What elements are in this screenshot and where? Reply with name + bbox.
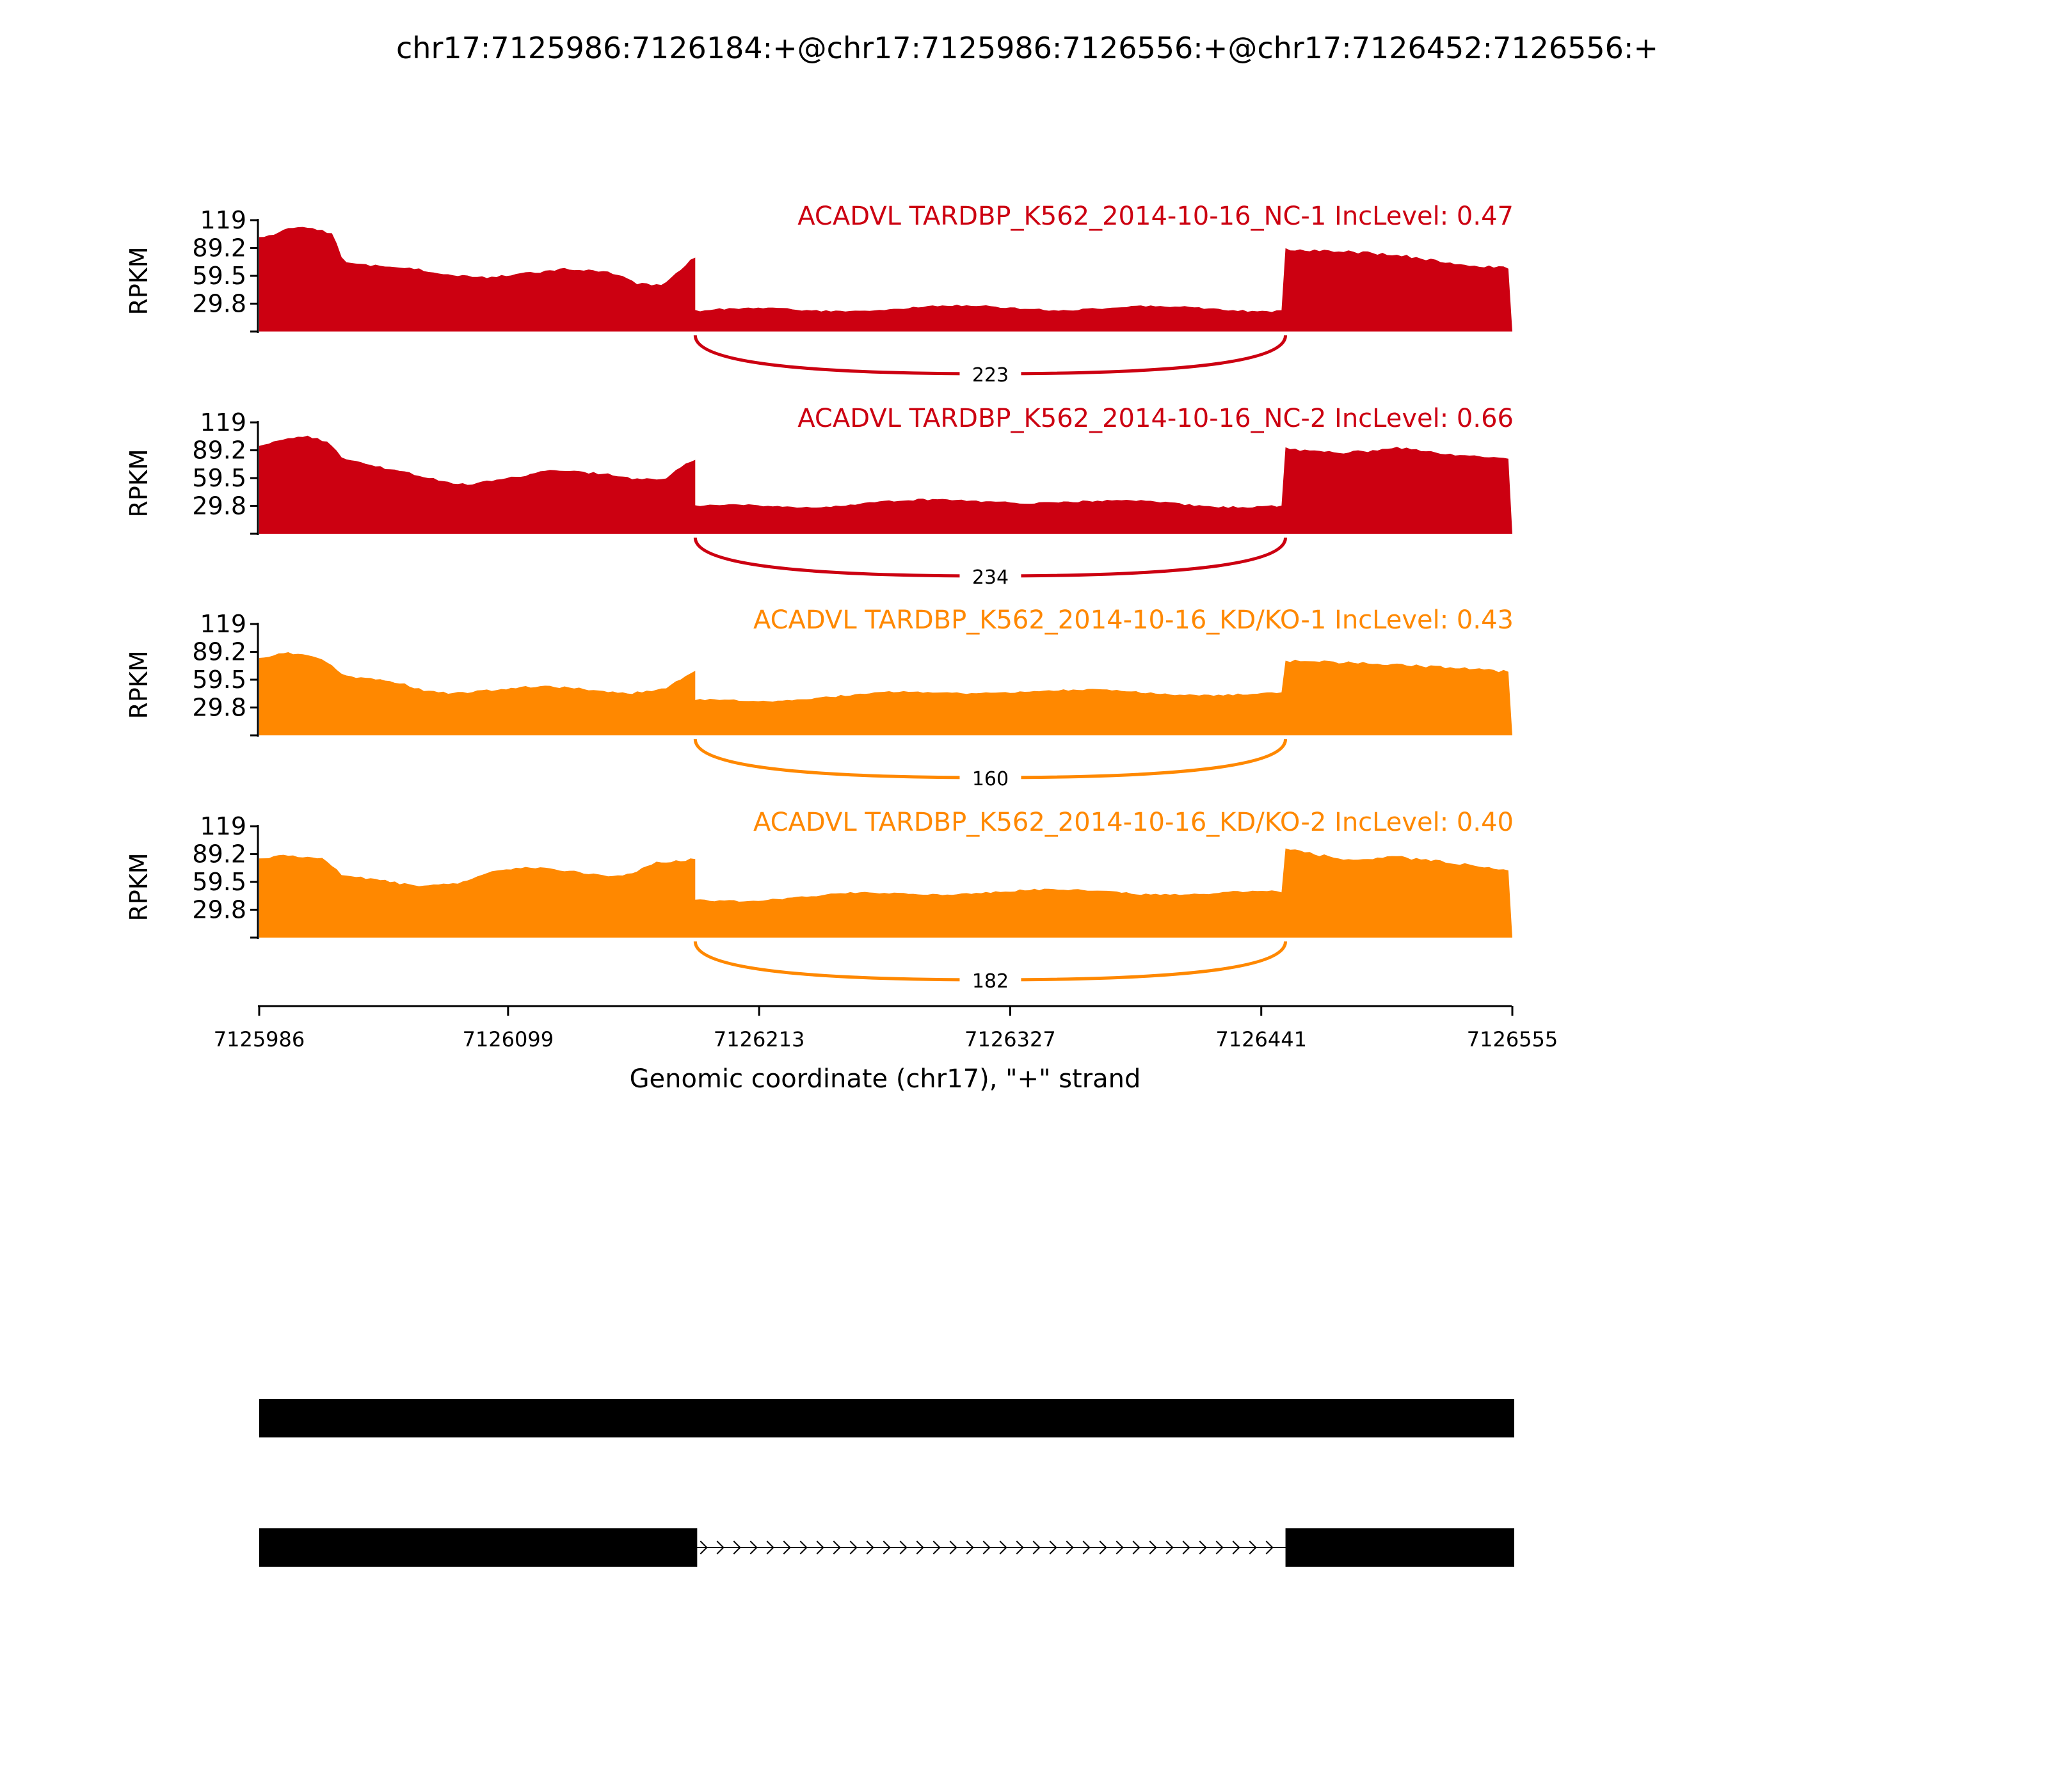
strand-arrow-icon bbox=[833, 1540, 841, 1555]
x-axis-ticks: 7125986 7126099 7126213 7126327 7126441 71265… bbox=[214, 1006, 1558, 1052]
strand-arrow-icon bbox=[1016, 1540, 1024, 1555]
strand-arrow-icon bbox=[1149, 1540, 1157, 1555]
strand-arrow-icon bbox=[932, 1540, 941, 1555]
strand-arrow-icon bbox=[916, 1540, 924, 1555]
strand-arrow-icon bbox=[883, 1540, 891, 1555]
strand-arrow-icon bbox=[1182, 1540, 1190, 1555]
coverage-area bbox=[259, 652, 1512, 735]
strand-arrow-icon bbox=[1049, 1540, 1057, 1555]
y-tick-label: 119 bbox=[200, 206, 246, 234]
strand-arrow-icon bbox=[1132, 1540, 1140, 1555]
x-tick-label: 7126213 bbox=[714, 1027, 805, 1052]
y-tick-label: 29.8 bbox=[192, 693, 246, 721]
strand-arrow-icon bbox=[700, 1540, 708, 1555]
junction-count: 234 bbox=[972, 566, 1009, 589]
strand-arrow-icon bbox=[866, 1540, 874, 1555]
strand-arrow-icon bbox=[799, 1540, 808, 1555]
y-tick-label: 59.5 bbox=[192, 868, 246, 896]
series-label: ACADVL TARDBP_K562_2014-10-16_NC-1 IncLe… bbox=[797, 202, 1514, 231]
junction-label-bg bbox=[959, 562, 1021, 589]
junction-label-bg bbox=[959, 360, 1021, 387]
x-tick-label: 7125986 bbox=[214, 1027, 305, 1052]
y-tick-label: 89.2 bbox=[192, 436, 246, 465]
x-tick-label: 7126327 bbox=[964, 1027, 1056, 1052]
y-axis-label: RPKM bbox=[125, 449, 153, 517]
y-tick-label: 29.8 bbox=[192, 289, 246, 317]
junction-label-bg bbox=[959, 966, 1021, 993]
figure-title: chr17:7125986:7126184:+@chr17:7125986:71… bbox=[396, 31, 1658, 65]
junction-count: 160 bbox=[972, 768, 1009, 790]
strand-arrow-icon bbox=[816, 1540, 824, 1555]
y-tick-label: 119 bbox=[200, 408, 246, 436]
strand-arrow-icon bbox=[849, 1540, 858, 1555]
y-tick-label: 59.5 bbox=[192, 262, 246, 290]
coverage-area bbox=[259, 435, 1512, 534]
gene-model-skipping bbox=[259, 1528, 1514, 1567]
strand-arrow-icon bbox=[716, 1540, 724, 1555]
gene-models bbox=[259, 1399, 1514, 1567]
y-tick-label: 119 bbox=[200, 610, 246, 638]
junction-count: 182 bbox=[972, 970, 1009, 993]
junction-count: 223 bbox=[972, 364, 1009, 387]
strand-arrow-icon bbox=[1165, 1540, 1174, 1555]
strand-arrow-icon bbox=[1232, 1540, 1240, 1555]
strand-arrow-icon bbox=[1116, 1540, 1124, 1555]
y-tick-label: 59.5 bbox=[192, 464, 246, 492]
junction-label-bg bbox=[959, 764, 1021, 790]
strand-arrow-icon bbox=[1032, 1540, 1041, 1555]
strand-arrow-icon bbox=[899, 1540, 908, 1555]
strand-arrow-icon bbox=[966, 1540, 974, 1555]
strand-arrow-icon bbox=[949, 1540, 957, 1555]
strand-arrow-icon bbox=[766, 1540, 774, 1555]
x-tick-label: 7126555 bbox=[1467, 1027, 1558, 1052]
strand-arrow-icon bbox=[982, 1540, 991, 1555]
y-axis-label: RPKM bbox=[125, 852, 153, 921]
strand-arrow-icon bbox=[1265, 1540, 1274, 1555]
y-tick-label: 89.2 bbox=[192, 638, 246, 666]
exon-block bbox=[259, 1399, 1514, 1437]
series-label: ACADVL TARDBP_K562_2014-10-16_KD/KO-2 In… bbox=[753, 808, 1514, 837]
strand-arrow-icon bbox=[733, 1540, 741, 1555]
gene-model-inclusion bbox=[259, 1399, 1514, 1437]
series-label: ACADVL TARDBP_K562_2014-10-16_KD/KO-1 In… bbox=[753, 605, 1514, 635]
coverage-area bbox=[259, 848, 1512, 938]
strand-arrow-icon bbox=[749, 1540, 758, 1555]
strand-arrow-icon bbox=[1199, 1540, 1207, 1555]
coverage-area bbox=[259, 227, 1512, 332]
strand-arrow-icon bbox=[783, 1540, 791, 1555]
y-tick-label: 59.5 bbox=[192, 666, 246, 694]
y-tick-label: 89.2 bbox=[192, 234, 246, 262]
strand-arrow-icon bbox=[1066, 1540, 1074, 1555]
strand-arrow-icon bbox=[999, 1540, 1007, 1555]
y-tick-label: 29.8 bbox=[192, 492, 246, 520]
series-label: ACADVL TARDBP_K562_2014-10-16_NC-2 IncLe… bbox=[797, 404, 1514, 433]
x-axis-label: Genomic coordinate (chr17), "+" strand bbox=[630, 1064, 1141, 1094]
y-axis-label: RPKM bbox=[125, 246, 153, 315]
x-axis: 7125986 7126099 7126213 7126327 7126441 71265… bbox=[214, 1005, 1558, 1094]
strand-arrow-icon bbox=[1099, 1540, 1107, 1555]
strand-arrow-icon bbox=[1249, 1540, 1257, 1555]
exon-block bbox=[1285, 1528, 1514, 1567]
exon-block bbox=[259, 1528, 698, 1567]
x-tick-label: 7126099 bbox=[463, 1027, 554, 1052]
y-tick-label: 29.8 bbox=[192, 895, 246, 924]
x-tick-label: 7126441 bbox=[1215, 1027, 1307, 1052]
strand-arrow-icon bbox=[1082, 1540, 1091, 1555]
y-axis-label: RPKM bbox=[125, 650, 153, 719]
y-tick-label: 119 bbox=[200, 812, 246, 840]
y-tick-label: 89.2 bbox=[192, 840, 246, 868]
strand-arrow-icon bbox=[1215, 1540, 1224, 1555]
